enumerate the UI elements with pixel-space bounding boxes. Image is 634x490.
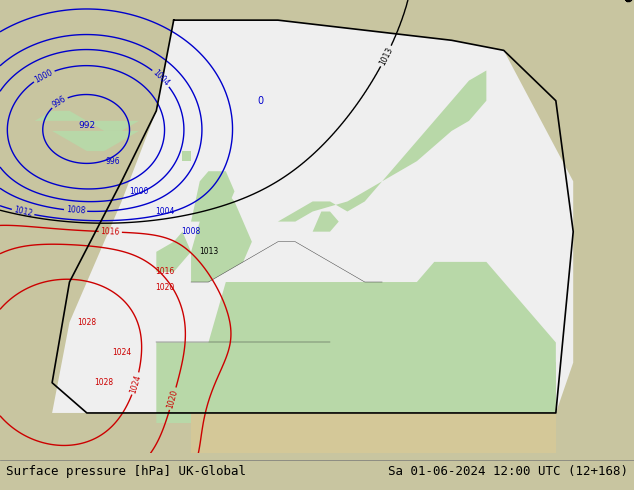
- Polygon shape: [0, 0, 634, 453]
- Polygon shape: [191, 192, 252, 282]
- Text: Sa 01-06-2024 12:00 UTC (12+168): Sa 01-06-2024 12:00 UTC (12+168): [387, 466, 628, 478]
- Text: 1004: 1004: [155, 207, 175, 216]
- Polygon shape: [183, 151, 191, 161]
- Text: 992: 992: [78, 122, 95, 130]
- Text: 1020: 1020: [155, 283, 174, 292]
- Text: 1000: 1000: [33, 67, 55, 84]
- Polygon shape: [191, 413, 556, 453]
- Polygon shape: [157, 232, 191, 272]
- Polygon shape: [278, 71, 486, 221]
- Text: Surface pressure [hPa] UK-Global: Surface pressure [hPa] UK-Global: [6, 466, 247, 478]
- Polygon shape: [35, 111, 157, 131]
- Text: 1008: 1008: [181, 227, 201, 236]
- Text: 996: 996: [51, 95, 68, 110]
- Text: 0: 0: [257, 96, 264, 106]
- Text: 1013: 1013: [199, 247, 218, 256]
- Polygon shape: [504, 0, 634, 242]
- Text: 1012: 1012: [13, 206, 34, 219]
- Text: 1000: 1000: [129, 187, 148, 196]
- Text: 1016: 1016: [100, 227, 120, 237]
- Text: 1028: 1028: [94, 378, 113, 387]
- Text: 1008: 1008: [66, 205, 86, 216]
- Text: 1024: 1024: [112, 348, 131, 357]
- Polygon shape: [504, 242, 634, 453]
- Polygon shape: [0, 0, 174, 151]
- Polygon shape: [35, 131, 157, 151]
- Polygon shape: [486, 0, 634, 60]
- Text: 1024: 1024: [129, 373, 143, 394]
- Text: 1020: 1020: [166, 388, 180, 409]
- Text: 1004: 1004: [151, 68, 171, 88]
- Polygon shape: [0, 131, 209, 352]
- Polygon shape: [209, 262, 556, 413]
- Polygon shape: [52, 20, 573, 413]
- Polygon shape: [157, 343, 278, 423]
- Polygon shape: [0, 383, 634, 453]
- Text: 1013: 1013: [378, 46, 394, 67]
- Polygon shape: [469, 343, 556, 413]
- Text: 1016: 1016: [155, 268, 174, 276]
- Polygon shape: [313, 212, 339, 232]
- Polygon shape: [191, 171, 235, 221]
- Text: 996: 996: [106, 157, 120, 166]
- Text: 1028: 1028: [77, 318, 96, 327]
